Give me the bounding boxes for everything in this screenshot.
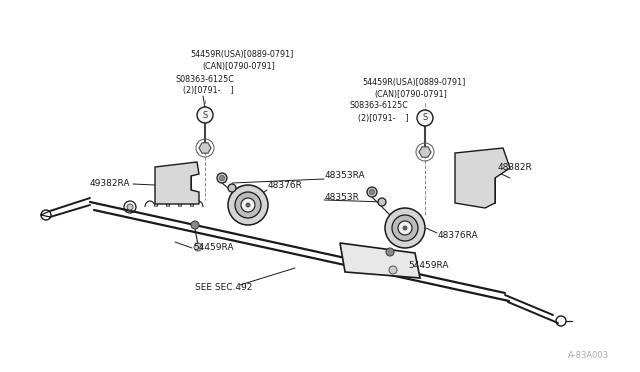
Text: A-83A003: A-83A003 [568,352,609,360]
Text: (2)[0791-    ]: (2)[0791- ] [183,87,234,96]
Text: 49382RA: 49382RA [90,180,131,189]
Text: 48353RA: 48353RA [325,170,365,180]
Circle shape [385,208,425,248]
Text: 54459R(USA)[0889-0791]: 54459R(USA)[0889-0791] [362,77,465,87]
Text: S08363-6125C: S08363-6125C [350,102,409,110]
Circle shape [228,184,236,192]
Polygon shape [455,148,510,208]
Circle shape [197,107,213,123]
Text: 48353R: 48353R [325,192,360,202]
Text: SEE SEC.492: SEE SEC.492 [195,283,252,292]
Text: S08363-6125C: S08363-6125C [175,74,234,83]
Circle shape [369,189,374,195]
Circle shape [191,221,199,229]
Circle shape [217,173,227,183]
Circle shape [392,215,418,241]
Text: S: S [202,110,207,119]
Text: 48376RA: 48376RA [438,231,479,240]
Circle shape [378,198,386,206]
Circle shape [386,248,394,256]
Circle shape [417,110,433,126]
Polygon shape [199,143,211,153]
Polygon shape [155,162,199,204]
Circle shape [241,198,255,212]
Polygon shape [340,243,420,278]
Circle shape [127,204,133,210]
Circle shape [389,266,397,274]
Text: 54459RA: 54459RA [193,243,234,251]
Circle shape [194,243,202,251]
Text: S: S [422,113,428,122]
Circle shape [398,221,412,235]
Circle shape [220,176,225,180]
Circle shape [403,226,407,230]
Circle shape [246,203,250,207]
Text: 54459R(USA)[0889-0791]: 54459R(USA)[0889-0791] [190,51,293,60]
Text: (CAN)[0790-0791]: (CAN)[0790-0791] [374,90,447,99]
Text: (CAN)[0790-0791]: (CAN)[0790-0791] [202,62,275,71]
Circle shape [367,187,377,197]
Text: 48376R: 48376R [268,180,303,189]
Text: 48382R: 48382R [498,164,532,173]
Text: (2)[0791-    ]: (2)[0791- ] [358,113,409,122]
Circle shape [228,185,268,225]
Circle shape [235,192,261,218]
Polygon shape [419,147,431,157]
Text: 54459RA: 54459RA [408,260,449,269]
